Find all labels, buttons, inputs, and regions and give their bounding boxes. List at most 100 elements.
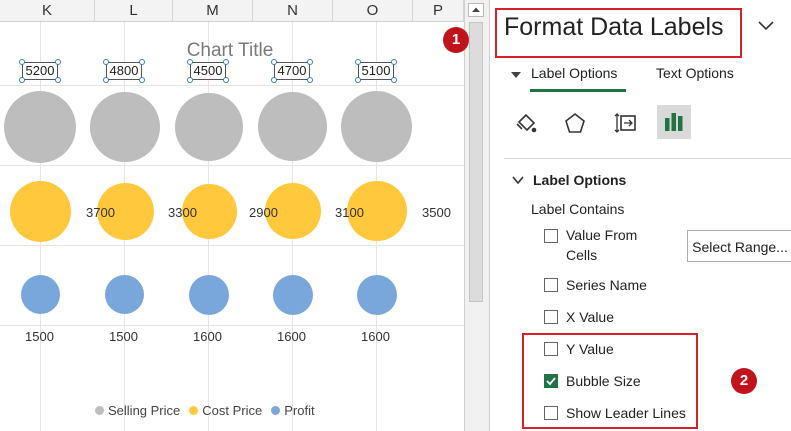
chart-legend[interactable]: Selling Price Cost Price Profit [95, 403, 315, 418]
chart-title[interactable]: Chart Title [186, 40, 274, 61]
worksheet[interactable]: K L M N O P Chart Title 5200 4800 4500 4… [0, 0, 464, 431]
bubble-selling-price[interactable] [341, 91, 412, 162]
value-from-cells-label-line2[interactable]: Cells [566, 247, 598, 263]
selection-handle[interactable] [223, 59, 229, 65]
selection-handle[interactable] [103, 59, 109, 65]
y-value-checkbox[interactable] [544, 342, 558, 356]
divider [504, 158, 791, 159]
legend-marker [271, 406, 281, 415]
format-pane [489, 0, 791, 431]
tab-label-options[interactable]: Label Options [531, 65, 618, 81]
x-value-label[interactable]: X Value [566, 309, 614, 325]
tab-text-options[interactable]: Text Options [656, 65, 734, 81]
size-properties-icon[interactable] [609, 106, 643, 140]
selection-handle[interactable] [355, 77, 361, 83]
checkmark-icon [546, 377, 556, 386]
selection-handle[interactable] [391, 59, 397, 65]
data-label[interactable]: 1500 [109, 329, 138, 344]
bubble-selling-price[interactable] [175, 93, 243, 161]
bubble-cost-price[interactable] [182, 184, 237, 239]
selection-handle[interactable] [271, 77, 277, 83]
column-header-l[interactable]: L [95, 0, 173, 22]
legend-label: Cost Price [202, 403, 263, 418]
data-label[interactable]: 3500 [422, 205, 451, 220]
callout-box [495, 8, 742, 58]
selection-handle[interactable] [391, 77, 397, 83]
fill-line-icon[interactable] [509, 106, 543, 140]
series-name-label[interactable]: Series Name [566, 277, 647, 293]
column-header-p[interactable]: P [413, 0, 464, 22]
label-options-bar-icon[interactable] [657, 105, 691, 139]
value-from-cells-checkbox[interactable] [544, 229, 558, 243]
data-label[interactable]: 3100 [335, 205, 364, 220]
data-label-selected[interactable]: 4800 [106, 62, 142, 80]
bubble-profit[interactable] [105, 275, 144, 314]
selection-handle[interactable] [223, 77, 229, 83]
bubble-cost-price[interactable] [97, 183, 154, 240]
column-header-m[interactable]: M [173, 0, 253, 22]
bubble-profit[interactable] [21, 275, 60, 314]
selection-handle[interactable] [55, 77, 61, 83]
legend-marker [189, 406, 199, 415]
data-label[interactable]: 3300 [168, 205, 197, 220]
tab-active-indicator [530, 89, 626, 92]
bubble-profit[interactable] [273, 275, 313, 315]
selection-handle[interactable] [139, 77, 145, 83]
selection-handle[interactable] [187, 77, 193, 83]
bubble-size-checkbox[interactable] [544, 374, 558, 388]
gridline [0, 85, 464, 86]
show-leader-lines-label[interactable]: Show Leader Lines [566, 405, 686, 421]
selection-handle[interactable] [19, 59, 25, 65]
bubble-selling-price[interactable] [4, 91, 76, 163]
data-label-selected[interactable]: 5200 [22, 62, 58, 80]
bubble-profit[interactable] [189, 275, 229, 315]
data-label[interactable]: 2900 [249, 205, 278, 220]
data-label[interactable]: 3700 [86, 205, 115, 220]
data-label-selected[interactable]: 4500 [190, 62, 226, 80]
bubble-cost-price[interactable] [265, 183, 321, 239]
selection-handle[interactable] [139, 59, 145, 65]
selection-handle[interactable] [103, 77, 109, 83]
section-label-options[interactable]: Label Options [533, 172, 627, 188]
data-label-selected[interactable]: 4700 [274, 62, 310, 80]
collapse-chevron-icon[interactable] [512, 175, 524, 185]
legend-label: Selling Price [108, 403, 181, 418]
gridline [0, 245, 464, 246]
column-header-k[interactable]: K [0, 0, 95, 22]
selection-handle[interactable] [355, 59, 361, 65]
data-label[interactable]: 1600 [193, 329, 222, 344]
selection-handle[interactable] [19, 77, 25, 83]
scrollbar-thumb[interactable] [469, 22, 483, 302]
scroll-up-arrow-icon[interactable] [468, 3, 484, 17]
data-label[interactable]: 1500 [25, 329, 54, 344]
column-header-n[interactable]: N [253, 0, 333, 22]
bubble-size-label[interactable]: Bubble Size [566, 373, 641, 389]
bubble-selling-price[interactable] [90, 92, 160, 162]
y-value-label[interactable]: Y Value [566, 341, 614, 357]
series-name-checkbox[interactable] [544, 278, 558, 292]
show-leader-lines-checkbox[interactable] [544, 406, 558, 420]
selection-handle[interactable] [307, 59, 313, 65]
effects-pentagon-icon[interactable] [558, 106, 592, 140]
column-header-o[interactable]: O [333, 0, 413, 22]
data-label[interactable]: 1600 [361, 329, 390, 344]
selection-handle[interactable] [55, 59, 61, 65]
bubble-cost-price[interactable] [10, 181, 71, 242]
bubble-profit[interactable] [357, 275, 397, 315]
selection-handle[interactable] [271, 59, 277, 65]
data-label[interactable]: 1600 [277, 329, 306, 344]
data-label-selected[interactable]: 5100 [358, 62, 394, 80]
legend-label: Profit [284, 403, 315, 418]
x-value-checkbox[interactable] [544, 310, 558, 324]
selection-handle[interactable] [307, 77, 313, 83]
value-from-cells-label-line1[interactable]: Value From [566, 227, 638, 243]
bubble-cost-price[interactable] [347, 181, 407, 241]
step-marker-1: 1 [443, 27, 469, 53]
select-range-button[interactable]: Select Range... [687, 230, 791, 262]
chevron-down-icon[interactable] [756, 18, 776, 34]
legend-marker [95, 406, 104, 415]
selection-handle[interactable] [187, 59, 193, 65]
label-contains-heading: Label Contains [531, 201, 625, 217]
gridline [0, 165, 464, 166]
bubble-selling-price[interactable] [258, 92, 327, 161]
